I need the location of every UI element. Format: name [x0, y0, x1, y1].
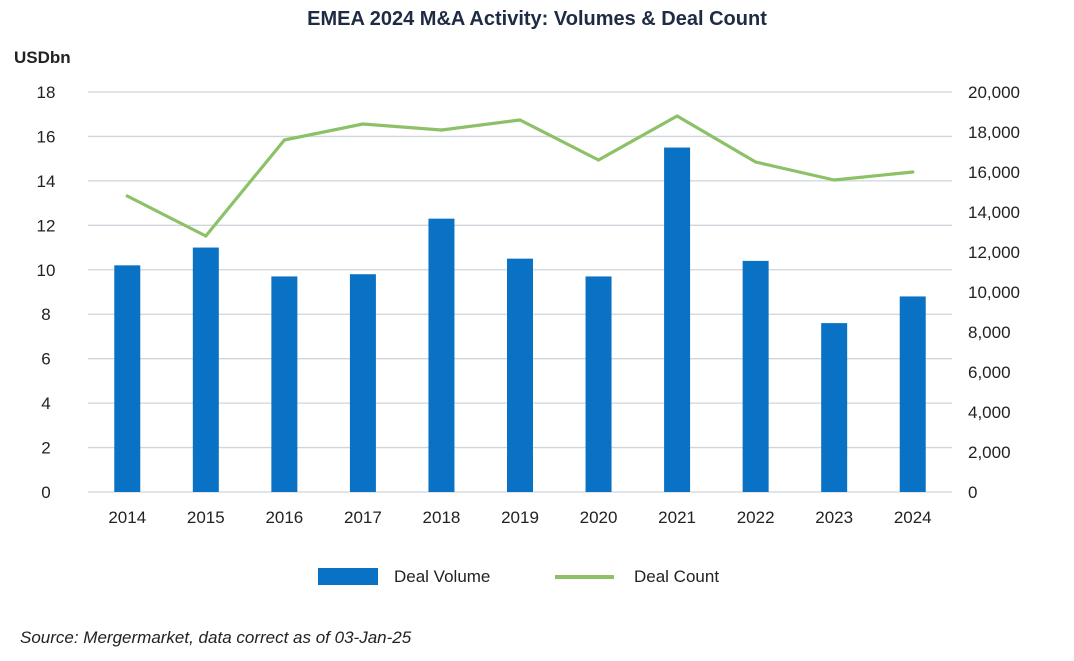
y2-tick-label: 14,000	[968, 203, 1020, 222]
y2-tick-label: 18,000	[968, 123, 1020, 142]
bar	[899, 296, 926, 492]
y2-tick-label: 4,000	[968, 403, 1011, 422]
y-tick-label: 12	[37, 216, 56, 235]
line-point	[596, 158, 601, 162]
source-note: Source: Mergermarket, data correct as of…	[20, 628, 412, 647]
bar	[114, 265, 141, 492]
x-tick-label: 2015	[187, 508, 225, 527]
y2-tick-label: 2,000	[968, 443, 1011, 462]
y-tick-label: 14	[37, 172, 56, 191]
line-point	[675, 114, 679, 118]
line-point	[832, 178, 836, 182]
bar	[742, 260, 769, 492]
x-tick-label: 2022	[737, 508, 775, 527]
line-point	[439, 128, 444, 132]
x-tick-label: 2020	[580, 508, 618, 527]
y-tick-label: 2	[41, 439, 50, 458]
x-tick-label: 2014	[108, 508, 146, 527]
y2-tick-label: 8,000	[968, 323, 1011, 342]
x-tick-label: 2018	[423, 508, 461, 527]
y-tick-label: 0	[41, 483, 50, 502]
x-tick-label: 2024	[894, 508, 932, 527]
x-tick-label: 2019	[501, 508, 539, 527]
line-series	[125, 114, 915, 238]
line-point	[282, 138, 286, 142]
y-tick-label: 6	[41, 350, 50, 369]
bar	[428, 218, 455, 492]
y-tick-label: 18	[37, 83, 56, 102]
y2-tick-label: 10,000	[968, 283, 1020, 302]
legend-label: Deal Count	[634, 567, 719, 586]
y-axis-left-label: USDbn	[14, 48, 71, 67]
line-point	[911, 170, 915, 174]
chart-title: EMEA 2024 M&A Activity: Volumes & Deal C…	[307, 8, 767, 30]
legend-label: Deal Volume	[394, 567, 490, 586]
line-point	[125, 194, 129, 198]
line-point	[204, 234, 208, 238]
bar	[349, 274, 376, 492]
y-axis-right-ticks: 0 2,000 4,000 6,000 8,000 10,000 12,000 14,000 1…	[968, 83, 1020, 502]
x-tick-label: 2016	[265, 508, 303, 527]
gridlines	[88, 91, 952, 493]
x-tick-label: 2023	[815, 508, 853, 527]
bar	[271, 276, 298, 492]
line-point	[518, 118, 522, 122]
y-tick-label: 16	[37, 127, 56, 146]
y2-tick-label: 12,000	[968, 243, 1020, 262]
y2-tick-label: 20,000	[968, 83, 1020, 102]
y2-tick-label: 16,000	[968, 163, 1020, 182]
bar	[664, 147, 691, 493]
deal-count-line	[125, 114, 915, 238]
x-axis-ticks: 2014 2015 2016 2017 2018 2019 2020 2021 2022 2023…	[108, 508, 931, 527]
bar	[821, 323, 848, 492]
y2-tick-label: 6,000	[968, 363, 1011, 382]
y-tick-label: 8	[41, 305, 50, 324]
line-point	[754, 160, 758, 164]
y2-tick-label: 0	[968, 483, 977, 502]
bar	[192, 247, 219, 492]
legend-swatch-bar	[318, 568, 378, 585]
x-tick-label: 2017	[344, 508, 382, 527]
y-axis-left-ticks: 0 2 4 6 8 10 12 14 16 18	[37, 83, 56, 502]
line-point	[361, 122, 365, 126]
legend: Deal Volume Deal Count	[318, 567, 719, 586]
y-tick-label: 10	[37, 261, 56, 280]
bar	[507, 258, 533, 492]
y-tick-label: 4	[41, 394, 50, 413]
bar	[585, 276, 612, 492]
x-tick-label: 2021	[658, 508, 696, 527]
bar-series	[114, 147, 926, 493]
